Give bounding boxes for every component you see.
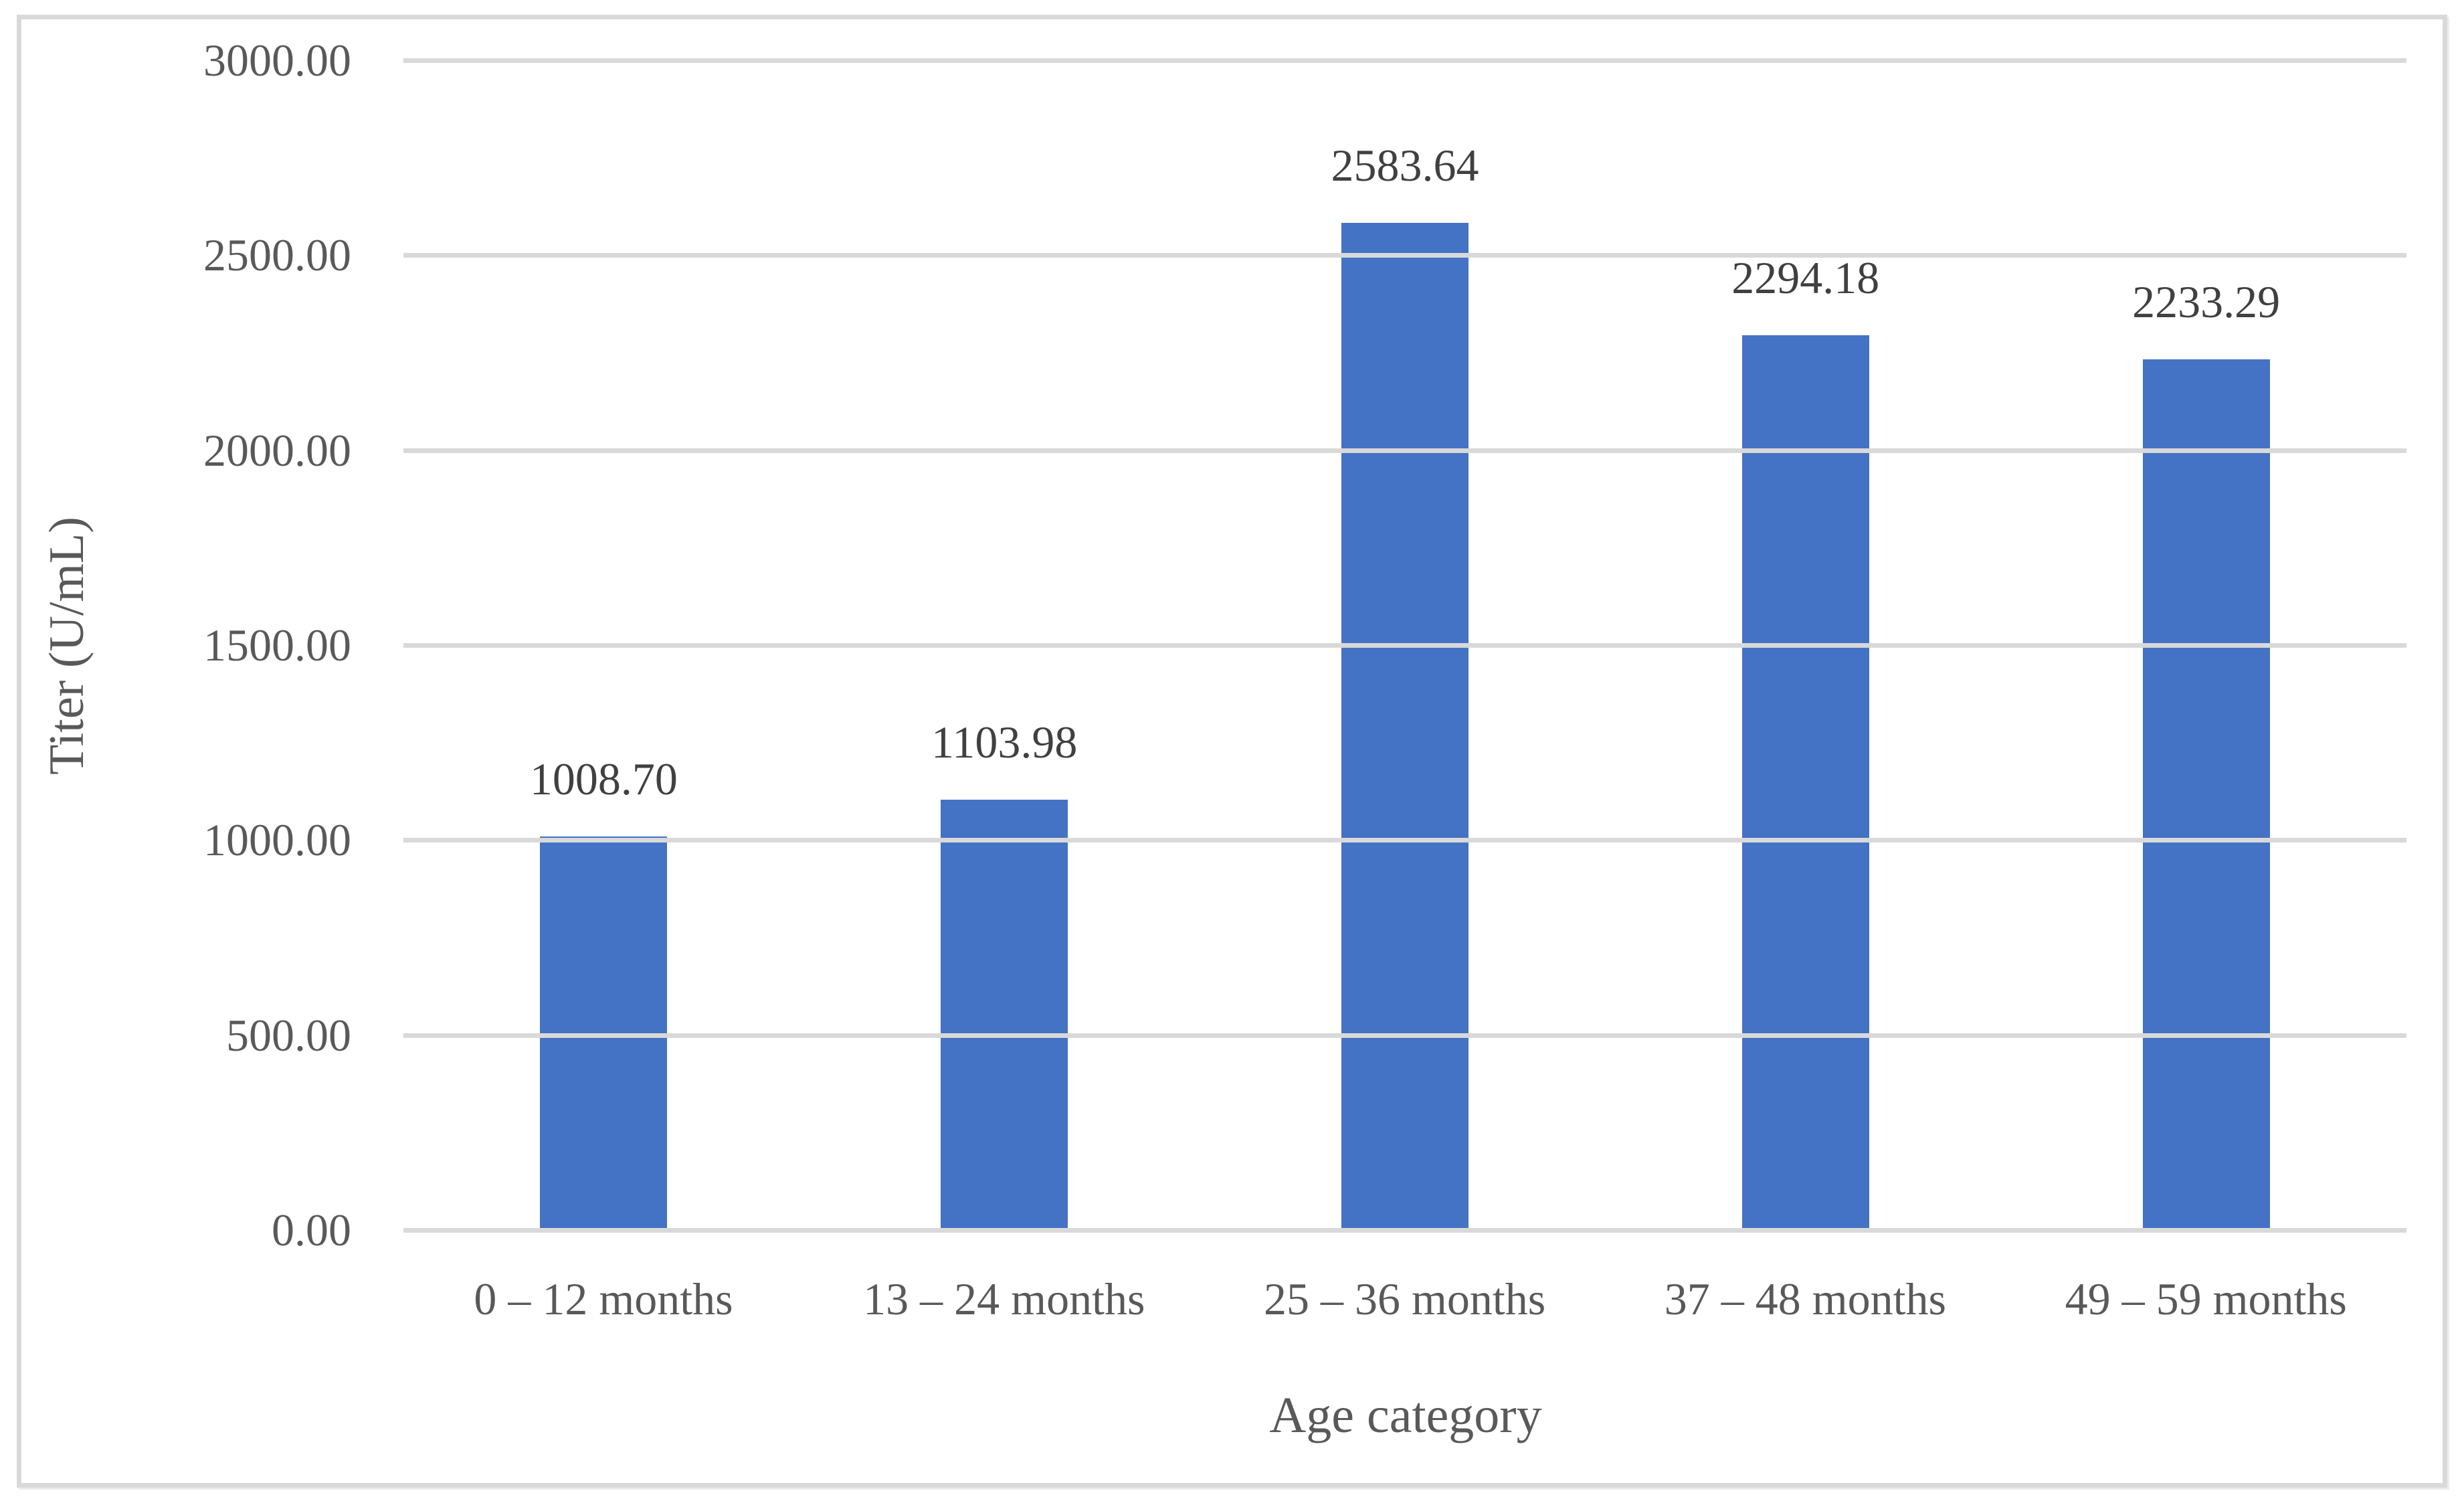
- x-axis-line: [403, 1228, 2406, 1233]
- x-category-label: 25 – 36 months: [1263, 1273, 1546, 1324]
- y-tick-label: 2000.00: [203, 424, 351, 476]
- bar: [1741, 335, 1869, 1230]
- x-category-label: 13 – 24 months: [863, 1273, 1145, 1324]
- bar-data-label: 2294.18: [1731, 252, 1880, 304]
- horizontal-gridline: [403, 643, 2406, 648]
- x-category-label: 49 – 59 months: [2065, 1273, 2347, 1324]
- y-tick-label: 1000.00: [203, 814, 351, 866]
- horizontal-gridline: [403, 448, 2406, 453]
- y-axis-title: Titer (U/mL): [39, 517, 94, 775]
- y-tick-label: 2500.00: [203, 230, 351, 281]
- x-axis-title: Age category: [1269, 1387, 1542, 1443]
- chart-frame: [17, 15, 2447, 1488]
- y-tick-label: 3000.00: [203, 35, 351, 86]
- x-category-label: 37 – 48 months: [1664, 1273, 1947, 1324]
- horizontal-gridline: [403, 253, 2406, 258]
- bar-data-label: 1103.98: [931, 716, 1078, 768]
- horizontal-gridline: [403, 838, 2406, 843]
- y-tick-label: 500.00: [226, 1009, 351, 1061]
- bar-data-label: 2233.29: [2132, 276, 2281, 327]
- horizontal-gridline: [403, 1033, 2406, 1038]
- y-tick-label: 0.00: [272, 1205, 351, 1255]
- bar-data-label: 2583.64: [1331, 139, 1479, 191]
- bar: [941, 799, 1068, 1230]
- bar: [2142, 359, 2270, 1230]
- y-tick-label: 1500.00: [203, 620, 351, 671]
- x-category-label: 0 – 12 months: [474, 1273, 733, 1324]
- bar: [1341, 222, 1468, 1230]
- horizontal-gridline: [403, 58, 2406, 63]
- bar-data-label: 1008.70: [529, 754, 678, 805]
